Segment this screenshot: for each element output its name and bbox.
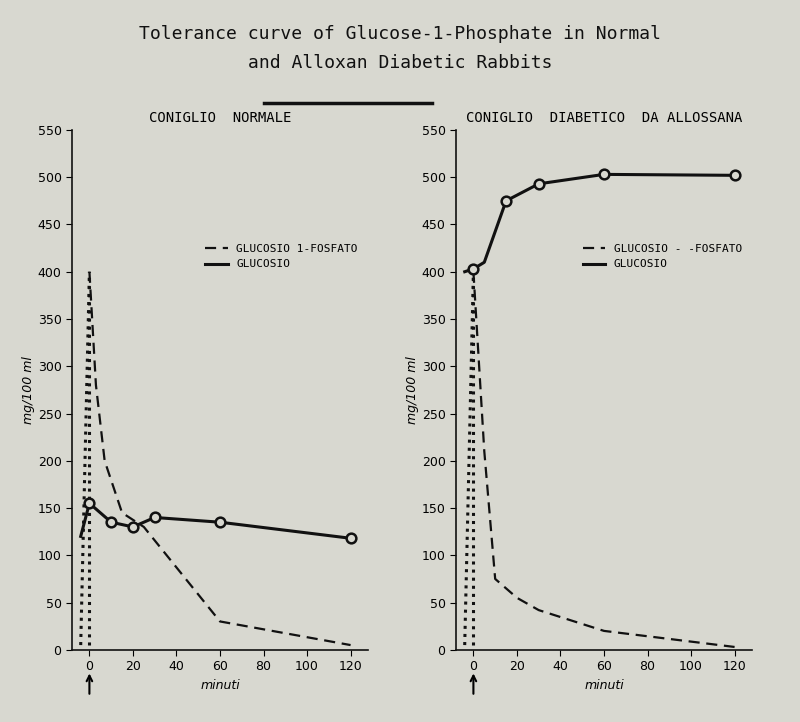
X-axis label: minuti: minuti — [200, 679, 240, 692]
Legend: GLUCOSIO 1-FOSFATO, GLUCOSIO: GLUCOSIO 1-FOSFATO, GLUCOSIO — [201, 240, 362, 274]
Title: CONIGLIO  DIABETICO  DA ALLOSSANA: CONIGLIO DIABETICO DA ALLOSSANA — [466, 110, 742, 125]
Y-axis label: mg/100 ml: mg/100 ml — [22, 356, 35, 424]
X-axis label: minuti: minuti — [584, 679, 624, 692]
Title: CONIGLIO  NORMALE: CONIGLIO NORMALE — [149, 110, 291, 125]
Text: and Alloxan Diabetic Rabbits: and Alloxan Diabetic Rabbits — [248, 54, 552, 72]
Y-axis label: mg/100 ml: mg/100 ml — [406, 356, 419, 424]
Legend: GLUCOSIO - -FOSFATO, GLUCOSIO: GLUCOSIO - -FOSFATO, GLUCOSIO — [578, 240, 746, 274]
Text: Tolerance curve of Glucose-1-Phosphate in Normal: Tolerance curve of Glucose-1-Phosphate i… — [139, 25, 661, 43]
